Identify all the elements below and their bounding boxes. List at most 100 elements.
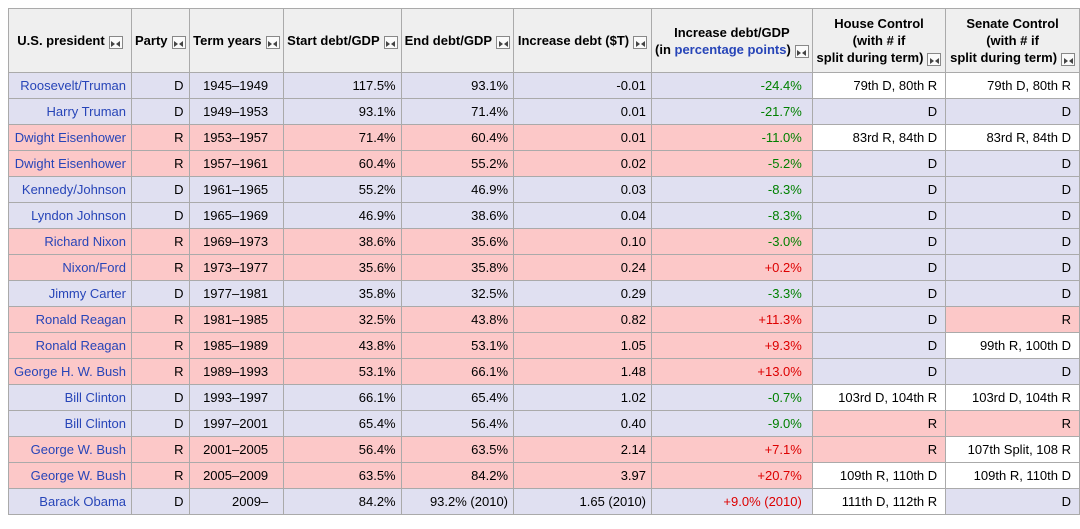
term-years-cell: 1997–2001 <box>188 410 285 437</box>
president-cell: Harry Truman <box>8 98 132 125</box>
end-debt-gdp-cell: 63.5% <box>400 436 515 463</box>
end-debt-gdp-cell: 46.9% <box>400 176 515 203</box>
president-link[interactable]: George W. Bush <box>30 468 126 483</box>
table-row: Lyndon Johnson D 1965–1969 46.9% 38.6% 0… <box>8 202 1080 229</box>
house-control-cell: D <box>811 150 947 177</box>
sort-icon[interactable] <box>1061 53 1076 66</box>
president-cell: Richard Nixon <box>8 228 132 255</box>
increase-debt-gdp-cell: -11.0% <box>651 124 813 151</box>
presidents-debt-table: U.S. president Party Term years Start de… <box>8 8 1080 515</box>
start-debt-gdp-cell: 46.9% <box>283 202 402 229</box>
sort-icon[interactable] <box>496 36 511 49</box>
president-link[interactable]: Bill Clinton <box>64 390 126 405</box>
president-link[interactable]: Lyndon Johnson <box>31 208 126 223</box>
senate-control-cell: D <box>945 280 1080 307</box>
increase-debt-cell: 0.01 <box>513 124 653 151</box>
term-years-cell: 2005–2009 <box>188 462 285 489</box>
president-link[interactable]: George W. Bush <box>30 442 126 457</box>
end-debt-gdp-cell: 93.2% (2010) <box>400 488 515 515</box>
start-debt-gdp-cell: 35.6% <box>283 254 402 281</box>
president-cell: Kennedy/Johnson <box>8 176 132 203</box>
sort-icon[interactable] <box>171 36 186 49</box>
term-years-cell: 1993–1997 <box>188 384 285 411</box>
header-us-president-label: U.S. president <box>17 33 105 48</box>
increase-debt-cell: 1.65 (2010) <box>513 488 653 515</box>
house-control-cell: D <box>811 202 947 229</box>
increase-debt-cell: 0.10 <box>513 228 653 255</box>
end-debt-gdp-cell: 60.4% <box>400 124 515 151</box>
increase-debt-cell: -0.01 <box>513 72 653 99</box>
president-link[interactable]: Ronald Reagan <box>35 312 126 327</box>
start-debt-gdp-cell: 63.5% <box>283 462 402 489</box>
president-link[interactable]: Dwight Eisenhower <box>14 156 126 171</box>
end-debt-gdp-cell: 93.1% <box>400 72 515 99</box>
president-cell: Jimmy Carter <box>8 280 132 307</box>
header-house-control-line1: House Control <box>834 16 924 31</box>
sort-icon[interactable] <box>383 36 398 49</box>
increase-debt-gdp-cell: +13.0% <box>651 358 813 385</box>
header-house-control-line3-text: split during term) <box>816 50 924 65</box>
president-link[interactable]: Nixon/Ford <box>62 260 126 275</box>
senate-control-cell: D <box>945 202 1080 229</box>
start-debt-gdp-cell: 84.2% <box>283 488 402 515</box>
start-debt-gdp-cell: 53.1% <box>283 358 402 385</box>
house-control-cell: D <box>811 98 947 125</box>
end-debt-gdp-cell: 35.8% <box>400 254 515 281</box>
start-debt-gdp-cell: 56.4% <box>283 436 402 463</box>
president-link[interactable]: Dwight Eisenhower <box>14 130 126 145</box>
percentage-points-link[interactable]: percentage points <box>674 41 787 57</box>
sort-icon[interactable] <box>927 53 942 66</box>
end-debt-gdp-cell: 38.6% <box>400 202 515 229</box>
president-link[interactable]: Harry Truman <box>46 104 126 119</box>
header-increase-debt-gdp-prefix: (in <box>655 41 675 57</box>
president-link[interactable]: Kennedy/Johnson <box>21 182 126 197</box>
increase-debt-cell: 2.14 <box>513 436 653 463</box>
increase-debt-gdp-cell: +20.7% <box>651 462 813 489</box>
header-increase-debt-gdp: Increase debt/GDP (in percentage points) <box>651 8 813 73</box>
senate-control-cell: 79th D, 80th R <box>945 72 1080 99</box>
increase-debt-cell: 0.03 <box>513 176 653 203</box>
header-end-debt-gdp-label: End debt/GDP <box>404 33 493 48</box>
end-debt-gdp-cell: 66.1% <box>400 358 515 385</box>
start-debt-gdp-cell: 117.5% <box>283 72 402 99</box>
president-link[interactable]: Barack Obama <box>39 494 126 509</box>
header-us-president: U.S. president <box>8 8 132 73</box>
end-debt-gdp-cell: 53.1% <box>400 332 515 359</box>
sort-icon[interactable] <box>633 36 648 49</box>
president-link[interactable]: Richard Nixon <box>44 234 126 249</box>
term-years-cell: 1977–1981 <box>188 280 285 307</box>
increase-debt-cell: 0.82 <box>513 306 653 333</box>
sort-icon[interactable] <box>265 36 280 49</box>
term-years-cell: 1973–1977 <box>188 254 285 281</box>
president-link[interactable]: Roosevelt/Truman <box>20 78 126 93</box>
header-term-years-label: Term years <box>193 33 262 48</box>
president-cell: Bill Clinton <box>8 384 132 411</box>
president-link[interactable]: Ronald Reagan <box>35 338 126 353</box>
term-years-cell: 1961–1965 <box>188 176 285 203</box>
table-row: Roosevelt/Truman D 1945–1949 117.5% 93.1… <box>8 72 1080 99</box>
senate-control-cell: D <box>945 358 1080 385</box>
start-debt-gdp-cell: 35.8% <box>283 280 402 307</box>
party-cell: D <box>131 98 190 125</box>
end-debt-gdp-cell: 35.6% <box>400 228 515 255</box>
president-link[interactable]: Bill Clinton <box>64 416 126 431</box>
sort-icon[interactable] <box>794 44 809 58</box>
header-senate-control-line2: (with # if <box>986 33 1039 48</box>
table-row: Richard Nixon R 1969–1973 38.6% 35.6% 0.… <box>8 228 1080 255</box>
sort-icon[interactable] <box>108 36 123 49</box>
president-link[interactable]: George H. W. Bush <box>14 364 126 379</box>
table-row: Nixon/Ford R 1973–1977 35.6% 35.8% 0.24 … <box>8 254 1080 281</box>
party-cell: R <box>131 358 190 385</box>
house-control-cell: D <box>811 228 947 255</box>
header-increase-debt-gdp-line2: (in percentage points) <box>655 41 809 58</box>
president-link[interactable]: Jimmy Carter <box>48 286 126 301</box>
end-debt-gdp-cell: 65.4% <box>400 384 515 411</box>
increase-debt-gdp-cell: +9.3% <box>651 332 813 359</box>
table-row: Ronald Reagan R 1981–1985 32.5% 43.8% 0.… <box>8 306 1080 333</box>
senate-control-cell: 99th R, 100th D <box>945 332 1080 359</box>
house-control-cell: 83rd R, 84th D <box>811 124 947 151</box>
party-cell: D <box>131 202 190 229</box>
table-row: Ronald Reagan R 1985–1989 43.8% 53.1% 1.… <box>8 332 1080 359</box>
start-debt-gdp-cell: 38.6% <box>283 228 402 255</box>
header-party-label: Party <box>135 33 168 48</box>
